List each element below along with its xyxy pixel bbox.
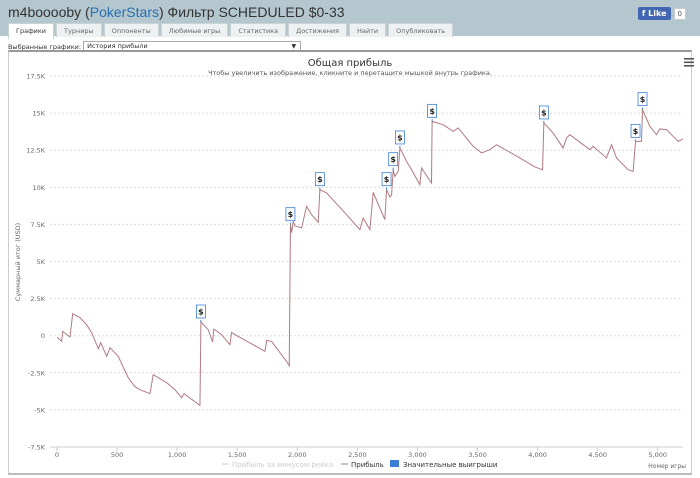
big-win-marker[interactable]: $ — [630, 123, 641, 142]
y-tick-label: 12.5K — [26, 147, 45, 155]
svg-text:$: $ — [198, 308, 204, 317]
tab-tournaments[interactable]: Турниры — [56, 23, 102, 37]
tab-bar: Графики Турниры Оппоненты Любимые игры С… — [8, 23, 454, 39]
chart-subtitle: Чтобы увеличить изображение, кликните и … — [208, 69, 492, 77]
x-tick-label: 4,000 — [528, 451, 547, 459]
y-tick-label: 2.5K — [30, 295, 45, 303]
svg-text:$: $ — [288, 210, 294, 219]
facebook-like-button[interactable]: f Like — [637, 7, 671, 20]
big-win-marker[interactable]: $ — [427, 103, 438, 122]
big-win-marker[interactable]: $ — [637, 92, 648, 110]
x-tick-label: 2,500 — [348, 451, 367, 459]
big-win-marker[interactable]: $ — [314, 172, 325, 190]
tab-find[interactable]: Найти — [349, 23, 387, 37]
y-tick-label: 10K — [32, 184, 45, 192]
x-tick-label: 2,000 — [288, 451, 307, 459]
svg-text:$: $ — [384, 175, 390, 184]
big-win-marker[interactable]: $ — [388, 152, 399, 170]
chart-container[interactable] — [8, 50, 692, 475]
legend-swatch-big-wins — [390, 460, 399, 467]
legend: Прибыль за минусом рейка Прибыль Значите… — [222, 460, 497, 469]
big-win-marker[interactable]: $ — [538, 105, 549, 123]
y-axis-title: Суммарный итог (USD) — [14, 223, 22, 301]
profit-line — [56, 109, 684, 407]
tab-favorite-games[interactable]: Любимые игры — [160, 23, 229, 37]
svg-text:$: $ — [390, 155, 396, 164]
x-tick-label: 3,000 — [408, 451, 427, 459]
y-tick-label: 0 — [41, 332, 45, 340]
y-tick-label: 7.5K — [30, 221, 45, 229]
legend-item-big-wins[interactable]: Значительные выигрыши — [403, 461, 497, 469]
page-header: m4booooby (PokerStars) Фильтр SCHEDULED … — [0, 0, 700, 39]
chart-title: Общая прибыль — [308, 58, 393, 69]
y-tick-label: 17.5K — [26, 73, 45, 81]
big-win-marker[interactable]: $ — [381, 172, 392, 190]
tab-publish[interactable]: Опубликовать — [388, 23, 454, 37]
legend-item-profit[interactable]: Прибыль — [351, 461, 384, 469]
y-tick-label: -5K — [34, 406, 45, 414]
x-axis-title: Номер игры — [648, 463, 686, 470]
svg-text:$: $ — [397, 133, 403, 142]
y-tick-label: -7.5K — [28, 444, 46, 452]
tab-opponents[interactable]: Оппоненты — [103, 23, 159, 37]
y-tick-label: -2.5K — [28, 369, 46, 377]
svg-text:$: $ — [317, 175, 323, 184]
facebook-icon: f — [641, 9, 649, 18]
page-title: m4booooby (PokerStars) Фильтр SCHEDULED … — [8, 4, 345, 20]
big-win-marker[interactable]: $ — [395, 130, 405, 148]
svg-text:$: $ — [541, 108, 547, 117]
x-tick-label: 3,500 — [468, 451, 487, 459]
dropdown-arrow-icon: ▼ — [291, 43, 297, 50]
y-tick-label: 5K — [37, 258, 46, 266]
like-count: 0 — [673, 7, 686, 20]
hamburger-icon[interactable] — [684, 58, 694, 67]
facebook-like[interactable]: f Like 0 — [637, 7, 686, 20]
svg-text:$: $ — [429, 107, 435, 116]
big-win-marker[interactable]: $ — [285, 207, 296, 225]
x-tick-label: 4,500 — [588, 451, 607, 459]
svg-text:$: $ — [640, 95, 646, 104]
x-tick-label: 1,000 — [168, 451, 187, 459]
big-win-marker[interactable]: $ — [196, 304, 206, 323]
tab-achievements[interactable]: Достижения — [288, 23, 348, 37]
tab-statistics[interactable]: Статистика — [230, 23, 287, 37]
player-name: m4booooby — [8, 4, 82, 20]
x-tick-label: 500 — [111, 451, 123, 459]
y-tick-label: 15K — [32, 110, 45, 118]
graph-selector-label: Выбранные графики: — [8, 42, 82, 51]
filter-label: Фильтр SCHEDULED $0-33 — [167, 4, 345, 20]
legend-item-net-profit[interactable]: Прибыль за минусом рейка — [232, 461, 333, 469]
x-tick-label: 5,000 — [648, 451, 667, 459]
site-link[interactable]: PokerStars — [89, 4, 159, 20]
tab-graphs[interactable]: Графики — [8, 23, 55, 39]
svg-text:$: $ — [633, 127, 639, 136]
x-tick-label: 0 — [55, 451, 59, 459]
x-tick-label: 1,500 — [228, 451, 247, 459]
